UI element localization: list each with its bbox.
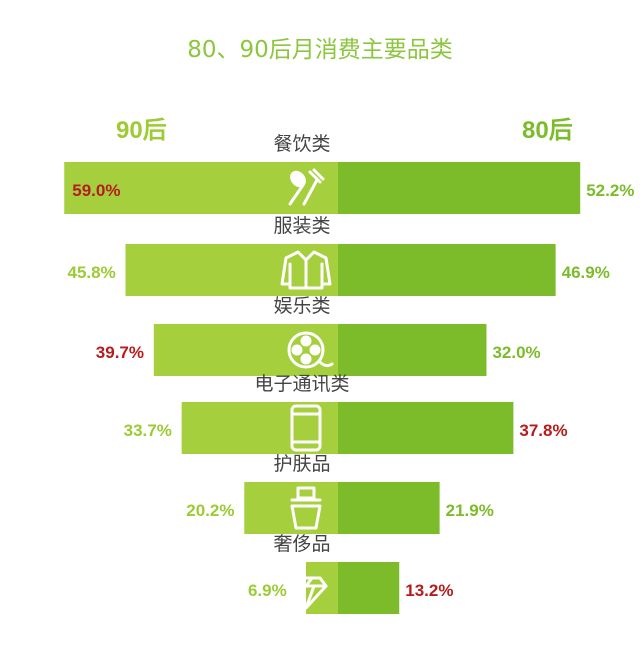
chart-title: 80、90后月消费主要品类 — [187, 37, 453, 63]
category-label: 护肤品 — [273, 453, 330, 475]
bar-right — [338, 482, 440, 534]
skincare-bottle-icon — [290, 486, 322, 530]
phone-icon — [290, 404, 322, 452]
data-label-right: 46.9% — [562, 263, 610, 282]
category-label: 娱乐类 — [273, 295, 330, 317]
data-label-left: 59.0% — [72, 181, 120, 200]
data-label-right: 32.0% — [492, 343, 540, 362]
data-label-left: 45.8% — [67, 263, 115, 282]
fork-spoon-icon — [288, 168, 325, 206]
bar-right — [338, 162, 581, 214]
data-label-right: 37.8% — [519, 421, 567, 440]
bar-right — [338, 402, 514, 454]
data-label-right: 21.9% — [446, 501, 494, 520]
legend-80s: 80后 — [522, 117, 573, 144]
category-label: 电子通讯类 — [254, 373, 349, 395]
data-label-right: 52.2% — [586, 181, 634, 200]
diamond-icon — [284, 576, 328, 610]
bar-left — [64, 162, 339, 214]
data-label-left: 39.7% — [96, 343, 144, 362]
data-label-left: 6.9% — [248, 581, 287, 600]
legend-90s: 90后 — [116, 117, 167, 144]
data-label-left: 33.7% — [124, 421, 172, 440]
bar-right — [338, 324, 487, 376]
category-label: 服装类 — [273, 215, 330, 237]
category-label: 餐饮类 — [273, 133, 330, 155]
jacket-icon — [280, 250, 332, 290]
bar-right — [338, 562, 400, 614]
category-label: 奢侈品 — [273, 533, 330, 555]
data-label-right: 13.2% — [405, 581, 453, 600]
bar-left — [305, 562, 338, 614]
bar-right — [338, 244, 556, 296]
film-reel-icon — [287, 331, 334, 369]
data-label-left: 20.2% — [186, 501, 234, 520]
bar-left — [181, 402, 338, 454]
